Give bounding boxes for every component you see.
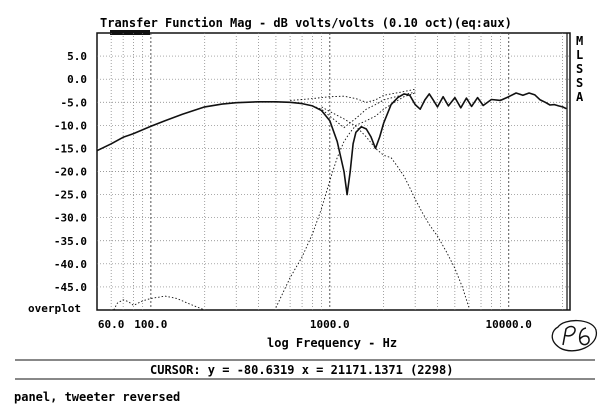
side-label: A [576,90,584,104]
side-label: L [576,48,583,62]
x-tick-label: 60.0 [98,318,125,331]
side-label: S [576,62,583,76]
y-tick-label: -20.0 [54,166,87,179]
x-tick-labels: 60.0 100.0 1000.0 10000.0 [98,318,532,331]
y-tick-label: -35.0 [54,235,87,248]
series-line-dotted-5 [113,295,205,311]
y-tick-label: 5.0 [67,50,87,63]
grid-layer [97,33,570,310]
y-tick-label: 0.0 [67,73,87,86]
side-label: S [576,76,583,90]
series-line-dotted-4 [321,106,470,308]
y-tick-label: -25.0 [54,189,87,202]
x-tick-label: 100.0 [134,318,167,331]
overplot-label: overplot [28,302,81,315]
handwritten-stamp [551,319,597,352]
y-tick-label: -30.0 [54,212,87,225]
y-tick-label: -10.0 [54,119,87,132]
x-tick-label: 1000.0 [310,318,350,331]
footer-note: panel, tweeter reversed [14,390,180,404]
x-axis-label: log Frequency - Hz [267,336,397,350]
series-line-dotted-2 [312,91,416,129]
x-tick-label: 10000.0 [486,318,532,331]
series-line-main [96,92,567,196]
y-tick-label: -40.0 [54,258,87,271]
y-tick-label: -5.0 [61,96,88,109]
cursor-readout: CURSOR: y = -80.6319 x = 21171.1371 (229… [150,363,453,377]
series-layer [96,88,567,311]
series-line-dotted-1 [290,88,416,103]
y-tick-label: -45.0 [54,281,87,294]
chart-title: Transfer Function Mag - dB volts/volts (… [100,16,512,30]
series-line-dotted-3 [275,92,416,308]
y-tick-label: -15.0 [54,142,87,155]
y-tick-labels: 5.0 0.0 -5.0 -10.0 -15.0 -20.0 -25.0 -30.0 -35.0… [54,50,87,294]
side-label: M [576,34,583,48]
